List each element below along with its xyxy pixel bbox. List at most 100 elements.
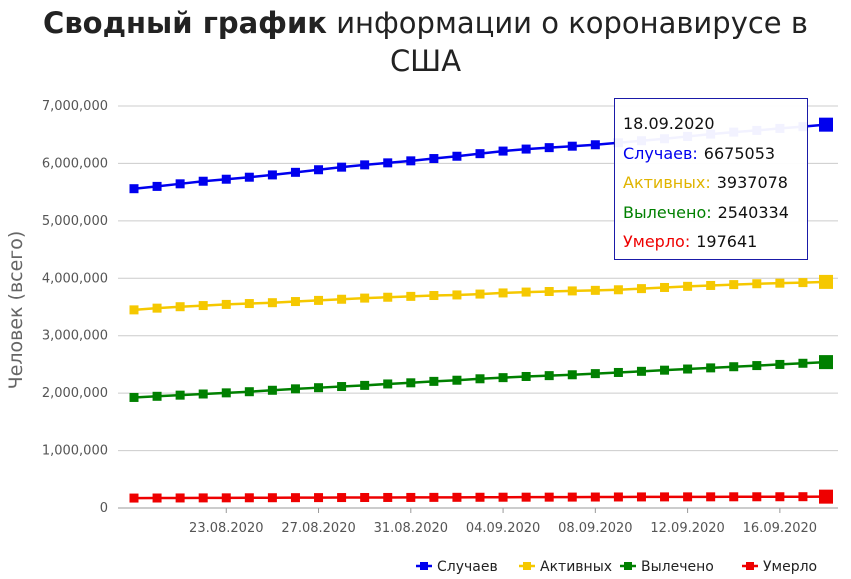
data-point	[729, 362, 739, 372]
data-point	[706, 492, 716, 502]
y-tick-label: 6,000,000	[42, 156, 108, 171]
data-point	[244, 387, 254, 397]
data-point	[498, 373, 508, 383]
tooltip-label-active: Активных:	[623, 173, 711, 192]
data-point	[314, 383, 324, 393]
data-point	[175, 493, 185, 503]
data-point	[337, 294, 347, 304]
data-point	[360, 293, 370, 303]
data-point	[475, 289, 485, 299]
data-point	[429, 376, 439, 386]
data-point	[544, 286, 554, 296]
data-point	[175, 302, 185, 312]
data-point	[660, 282, 670, 292]
data-point	[475, 374, 485, 384]
data-point	[337, 493, 347, 503]
data-point	[198, 301, 208, 311]
y-tick-label: 5,000,000	[42, 214, 108, 229]
x-tick-label: 08.09.2020	[558, 521, 632, 536]
chart-title-rest: информации о коронавирусе в	[336, 6, 808, 40]
data-point	[752, 492, 762, 502]
series-3	[129, 489, 833, 504]
data-point	[452, 151, 462, 161]
data-point	[752, 279, 762, 289]
data-point	[383, 379, 393, 389]
x-tick-label: 23.08.2020	[189, 521, 263, 536]
data-point	[567, 492, 577, 502]
data-point	[152, 391, 162, 401]
data-point	[752, 361, 762, 371]
data-point	[452, 492, 462, 502]
data-point	[152, 181, 162, 191]
data-point	[429, 154, 439, 164]
data-point	[660, 365, 670, 375]
data-point	[819, 489, 833, 504]
data-point	[198, 176, 208, 186]
tooltip-value-cases: 6675053	[703, 143, 776, 163]
data-point	[521, 492, 531, 502]
data-point	[798, 492, 808, 502]
data-point	[129, 184, 139, 194]
series-2	[129, 355, 833, 402]
data-point	[729, 492, 739, 502]
data-point	[521, 287, 531, 297]
data-point	[221, 174, 231, 184]
data-point	[314, 165, 324, 175]
data-point	[636, 492, 646, 502]
data-point	[290, 297, 300, 307]
data-point	[244, 493, 254, 503]
legend-marker	[746, 562, 754, 570]
data-point	[567, 141, 577, 151]
y-tick-label: 2,000,000	[42, 386, 108, 401]
data-point	[498, 492, 508, 502]
data-point	[129, 305, 139, 315]
data-point	[683, 364, 693, 374]
legend-label: Вылечено	[641, 559, 714, 575]
data-point	[706, 363, 716, 373]
data-point	[475, 492, 485, 502]
legend-label: Активных	[540, 559, 612, 575]
data-point	[152, 303, 162, 313]
tooltip-label-recovered: Вылечено:	[623, 202, 712, 222]
data-point	[729, 280, 739, 290]
chart-title-line2: США	[389, 44, 462, 78]
data-point	[613, 285, 623, 295]
data-point	[590, 140, 600, 150]
data-point	[798, 358, 808, 368]
tooltip-date: 18.09.2020	[623, 114, 715, 133]
data-point	[590, 492, 600, 502]
x-tick-label: 04.09.2020	[466, 521, 540, 536]
legend-marker	[624, 562, 632, 570]
data-point	[452, 375, 462, 385]
data-point	[498, 146, 508, 156]
tooltip-row-recovered: Вылечено: 2540334	[623, 198, 799, 228]
legend: Случаев Активных Вылечено Умерло	[416, 559, 817, 575]
data-point	[775, 359, 785, 369]
y-tick-label: 0	[100, 501, 108, 516]
data-point	[683, 492, 693, 502]
y-tick-label: 7,000,000	[42, 99, 108, 114]
data-point	[636, 284, 646, 294]
data-point	[198, 493, 208, 503]
data-point	[406, 291, 416, 301]
data-point	[360, 160, 370, 170]
data-point	[314, 295, 324, 305]
data-point	[129, 493, 139, 503]
data-point	[337, 382, 347, 392]
data-point	[198, 389, 208, 399]
data-point	[244, 172, 254, 182]
data-point	[221, 493, 231, 503]
data-point	[406, 492, 416, 502]
chart-title-bold: Сводный график	[43, 6, 327, 40]
legend-marker	[420, 562, 428, 570]
data-point	[521, 371, 531, 381]
data-point	[383, 292, 393, 302]
data-point	[429, 291, 439, 301]
data-point	[129, 392, 139, 402]
data-point	[498, 288, 508, 298]
tooltip-value-deaths: 197641	[696, 232, 758, 251]
data-point	[267, 385, 277, 395]
x-tick-label: 27.08.2020	[281, 521, 355, 536]
data-point	[819, 274, 833, 289]
